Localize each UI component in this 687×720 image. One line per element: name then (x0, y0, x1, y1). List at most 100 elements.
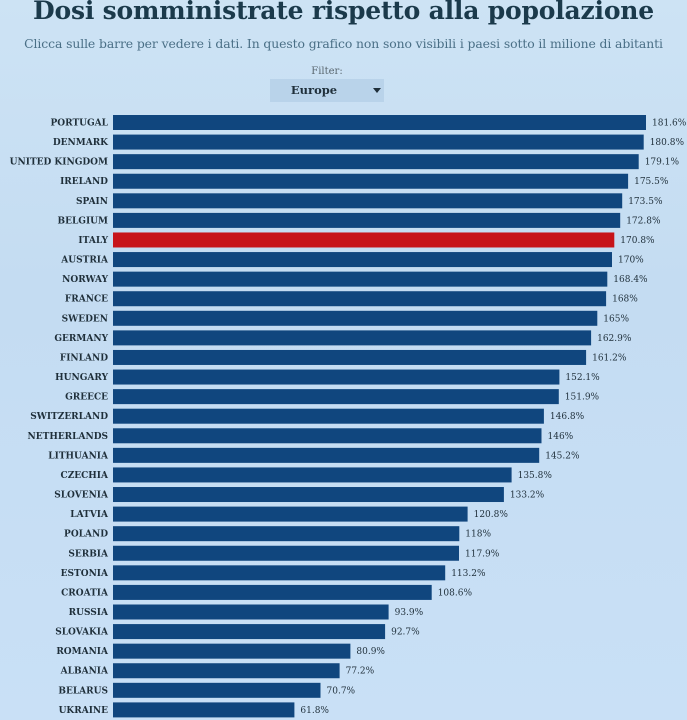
value-label-italy: 170.8% (620, 236, 655, 246)
bar-romania[interactable] (113, 643, 351, 659)
category-label-ukraine: UKRAINE (59, 706, 109, 716)
category-label-italy: ITALY (78, 236, 108, 246)
value-label-croatia: 108.6% (438, 588, 473, 598)
value-label-denmark: 180.8% (650, 138, 685, 148)
bar-switzerland[interactable] (113, 408, 544, 424)
value-label-germany: 162.9% (597, 334, 632, 344)
value-label-lithuania: 145.2% (545, 451, 580, 461)
bar-belgium[interactable] (113, 212, 621, 228)
category-label-croatia: CROATIA (61, 588, 109, 598)
value-label-czechia: 135.8% (518, 471, 553, 481)
filter-label: Filter: (311, 66, 343, 77)
bar-portugal[interactable] (113, 115, 646, 130)
value-label-greece: 151.9% (565, 393, 600, 403)
value-label-slovakia: 92.7% (391, 628, 420, 638)
value-label-sweden: 165% (603, 314, 629, 324)
bar-serbia[interactable] (113, 545, 459, 561)
chart-title: Dosi somministrate rispetto alla popolaz… (33, 0, 654, 25)
region-filter-dropdown[interactable]: Europe (270, 79, 384, 102)
value-label-russia: 93.9% (395, 608, 424, 618)
bar-poland[interactable] (113, 526, 460, 542)
value-label-belgium: 172.8% (626, 216, 661, 226)
category-label-slovenia: SLOVENIA (54, 491, 109, 501)
bar-sweden[interactable] (113, 310, 598, 326)
bar-germany[interactable] (113, 330, 592, 346)
bar-estonia[interactable] (113, 565, 446, 581)
category-label-belgium: BELGIUM (57, 216, 108, 226)
bar-russia[interactable] (113, 604, 389, 620)
bar-italy[interactable] (113, 232, 615, 248)
filter-selected-value: Europe (290, 83, 338, 97)
value-label-switzerland: 146.8% (550, 412, 585, 422)
bar-lithuania[interactable] (113, 447, 540, 463)
category-label-czechia: CZECHIA (61, 471, 109, 481)
bar-albania[interactable] (113, 663, 340, 679)
category-label-serbia: SERBIA (68, 549, 109, 559)
bar-belarus[interactable] (113, 682, 321, 698)
category-label-germany: GERMANY (54, 334, 108, 344)
category-label-poland: POLAND (64, 530, 108, 540)
category-label-united-kingdom: UNITED KINGDOM (10, 158, 108, 168)
bar-ukraine[interactable] (113, 702, 295, 718)
category-label-sweden: SWEDEN (62, 314, 108, 324)
category-label-ireland: IRELAND (60, 177, 108, 187)
category-label-spain: SPAIN (76, 197, 108, 207)
category-label-austria: AUSTRIA (60, 256, 109, 266)
bar-hungary[interactable] (113, 369, 560, 385)
bar-finland[interactable] (113, 349, 587, 365)
category-label-lithuania: LITHUANIA (48, 451, 109, 461)
category-label-switzerland: SWITZERLAND (30, 412, 108, 422)
bar-spain[interactable] (113, 193, 623, 209)
bar-slovenia[interactable] (113, 487, 504, 503)
category-label-netherlands: NETHERLANDS (28, 432, 108, 442)
value-label-estonia: 113.2% (451, 569, 486, 579)
category-label-albania: ALBANIA (60, 667, 109, 677)
category-label-greece: GREECE (65, 393, 108, 403)
category-label-denmark: DENMARK (53, 138, 109, 148)
bar-czechia[interactable] (113, 467, 512, 483)
chevron-down-icon (373, 88, 381, 93)
value-label-poland: 118% (465, 530, 491, 540)
value-label-spain: 173.5% (628, 197, 663, 207)
category-label-norway: NORWAY (62, 275, 108, 285)
value-label-united-kingdom: 179.1% (645, 158, 680, 168)
value-label-serbia: 117.9% (465, 549, 500, 559)
value-label-hungary: 152.1% (565, 373, 600, 383)
value-label-slovenia: 133.2% (510, 491, 545, 501)
bar-united-kingdom[interactable] (113, 154, 639, 170)
category-label-finland: FINLAND (60, 353, 108, 363)
category-label-estonia: ESTONIA (61, 569, 109, 579)
bar-denmark[interactable] (113, 134, 644, 150)
category-label-russia: RUSSIA (69, 608, 109, 618)
value-label-romania: 80.9% (356, 647, 385, 657)
category-label-latvia: LATVIA (70, 510, 109, 520)
bar-austria[interactable] (113, 252, 612, 268)
bar-france[interactable] (113, 291, 607, 307)
bar-greece[interactable] (113, 389, 559, 405)
value-label-france: 168% (612, 295, 638, 305)
category-label-france: FRANCE (65, 295, 108, 305)
category-label-belarus: BELARUS (58, 686, 108, 696)
bar-netherlands[interactable] (113, 428, 542, 444)
bar-ireland[interactable] (113, 173, 629, 189)
value-label-belarus: 70.7% (327, 686, 356, 696)
bar-latvia[interactable] (113, 506, 468, 522)
value-label-ukraine: 61.8% (300, 706, 329, 716)
value-label-ireland: 175.5% (634, 177, 669, 187)
value-label-norway: 168.4% (613, 275, 648, 285)
value-label-latvia: 120.8% (474, 510, 509, 520)
bar-croatia[interactable] (113, 584, 432, 600)
category-label-hungary: HUNGARY (55, 373, 108, 383)
value-label-austria: 170% (618, 256, 644, 266)
value-label-finland: 161.2% (592, 353, 627, 363)
category-label-portugal: PORTUGAL (51, 119, 109, 129)
bar-slovakia[interactable] (113, 624, 386, 640)
category-label-slovakia: SLOVAKIA (55, 628, 109, 638)
chart-subtitle: Clicca sulle barre per vedere i dati. In… (24, 36, 663, 51)
bar-norway[interactable] (113, 271, 608, 287)
value-label-albania: 77.2% (346, 667, 375, 677)
value-label-netherlands: 146% (548, 432, 574, 442)
value-label-portugal: 181.6% (652, 119, 687, 129)
category-label-romania: ROMANIA (56, 647, 109, 657)
